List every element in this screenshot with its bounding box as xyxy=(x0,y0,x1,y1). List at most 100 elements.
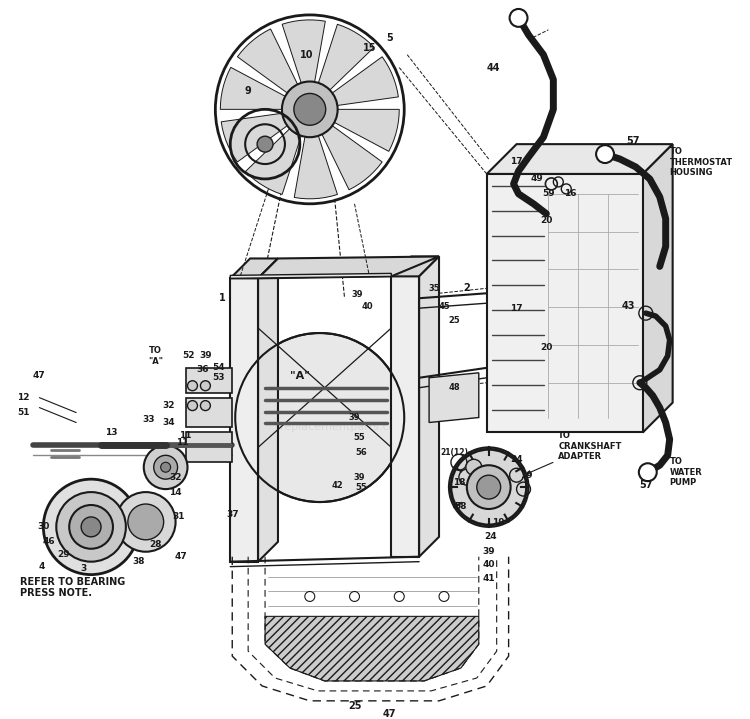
Text: 45: 45 xyxy=(438,302,450,311)
Circle shape xyxy=(477,475,501,499)
Circle shape xyxy=(154,455,178,479)
Text: 20: 20 xyxy=(540,344,553,352)
Text: 25: 25 xyxy=(448,316,460,324)
Text: 24: 24 xyxy=(484,532,497,541)
Circle shape xyxy=(257,136,273,152)
Circle shape xyxy=(294,93,326,125)
Circle shape xyxy=(160,462,170,472)
Text: 24: 24 xyxy=(510,455,523,464)
Text: 9: 9 xyxy=(244,86,251,96)
Circle shape xyxy=(128,504,164,540)
Polygon shape xyxy=(185,432,232,462)
Text: 57: 57 xyxy=(626,136,640,146)
Circle shape xyxy=(200,400,211,411)
Text: "A": "A" xyxy=(290,371,310,381)
Circle shape xyxy=(188,400,197,411)
Text: 39: 39 xyxy=(482,547,495,557)
Text: 2: 2 xyxy=(464,283,470,293)
Text: 17: 17 xyxy=(510,303,523,313)
Polygon shape xyxy=(392,257,439,276)
Text: 44: 44 xyxy=(487,63,500,73)
Text: 32: 32 xyxy=(170,472,182,482)
Text: 41: 41 xyxy=(482,574,495,583)
Polygon shape xyxy=(265,616,478,681)
Text: 21(12): 21(12) xyxy=(440,448,468,457)
Polygon shape xyxy=(245,129,302,194)
Circle shape xyxy=(44,479,139,574)
Circle shape xyxy=(188,381,197,390)
Text: 46: 46 xyxy=(43,537,56,546)
Circle shape xyxy=(200,381,211,390)
Text: 14: 14 xyxy=(170,487,182,497)
Circle shape xyxy=(282,81,338,137)
Circle shape xyxy=(116,492,176,551)
Text: 42: 42 xyxy=(332,480,344,490)
Text: 51: 51 xyxy=(17,408,30,417)
Text: TO
"A": TO "A" xyxy=(148,346,164,365)
Text: 37: 37 xyxy=(226,510,238,519)
Text: 33: 33 xyxy=(142,415,155,424)
Text: 11: 11 xyxy=(179,431,192,440)
Text: 15: 15 xyxy=(363,42,376,52)
Circle shape xyxy=(596,145,614,163)
Text: 1: 1 xyxy=(219,293,226,303)
Polygon shape xyxy=(392,276,419,557)
Text: 17: 17 xyxy=(510,157,523,165)
Text: 39: 39 xyxy=(349,413,360,422)
Polygon shape xyxy=(332,57,398,106)
Text: 30: 30 xyxy=(38,523,50,531)
Polygon shape xyxy=(429,372,478,423)
Text: 13: 13 xyxy=(105,428,117,437)
Text: 29: 29 xyxy=(57,550,70,559)
Text: 5: 5 xyxy=(386,33,393,42)
Text: TO
WATER
PUMP: TO WATER PUMP xyxy=(670,457,703,487)
Polygon shape xyxy=(230,258,278,278)
Polygon shape xyxy=(294,136,338,198)
Polygon shape xyxy=(334,109,399,152)
Text: 53: 53 xyxy=(212,373,224,383)
Polygon shape xyxy=(185,368,232,393)
Text: 39: 39 xyxy=(199,352,211,360)
Polygon shape xyxy=(220,68,285,109)
Text: 58: 58 xyxy=(454,503,467,511)
Text: 35: 35 xyxy=(428,284,439,293)
Text: 39: 39 xyxy=(352,290,363,299)
Text: 11: 11 xyxy=(176,438,189,447)
Text: 54: 54 xyxy=(212,363,225,372)
Polygon shape xyxy=(230,278,258,562)
Text: 40: 40 xyxy=(362,302,374,311)
Text: REFER TO BEARING
PRESS NOTE.: REFER TO BEARING PRESS NOTE. xyxy=(20,577,125,598)
Polygon shape xyxy=(238,29,298,93)
Text: 57: 57 xyxy=(639,480,652,490)
Text: 55: 55 xyxy=(356,482,368,492)
Text: 19: 19 xyxy=(520,471,532,480)
Circle shape xyxy=(81,517,101,537)
Polygon shape xyxy=(230,273,392,278)
Text: 55: 55 xyxy=(353,433,365,442)
Text: 19: 19 xyxy=(492,518,505,528)
Text: TO
CRANKSHAFT
ADAPTER: TO CRANKSHAFT ADAPTER xyxy=(527,431,622,474)
Text: 4: 4 xyxy=(38,562,44,571)
Text: 3: 3 xyxy=(80,564,86,573)
Text: 32: 32 xyxy=(162,401,175,410)
Text: 16: 16 xyxy=(564,189,577,198)
Text: 47: 47 xyxy=(382,709,396,719)
Polygon shape xyxy=(258,257,439,278)
Circle shape xyxy=(466,465,511,509)
Text: 28: 28 xyxy=(149,540,162,549)
Text: 52: 52 xyxy=(182,352,195,360)
Text: 34: 34 xyxy=(162,418,175,427)
Circle shape xyxy=(236,333,404,502)
Polygon shape xyxy=(221,113,287,162)
Polygon shape xyxy=(319,24,374,90)
Text: 56: 56 xyxy=(356,448,368,457)
Text: 47: 47 xyxy=(33,371,46,380)
Polygon shape xyxy=(487,174,643,432)
Circle shape xyxy=(451,449,526,525)
Text: 48: 48 xyxy=(448,383,460,392)
Polygon shape xyxy=(185,398,232,428)
Text: 20: 20 xyxy=(540,216,553,225)
Text: 39: 39 xyxy=(354,472,365,482)
Polygon shape xyxy=(322,126,382,190)
Text: 40: 40 xyxy=(482,560,495,569)
